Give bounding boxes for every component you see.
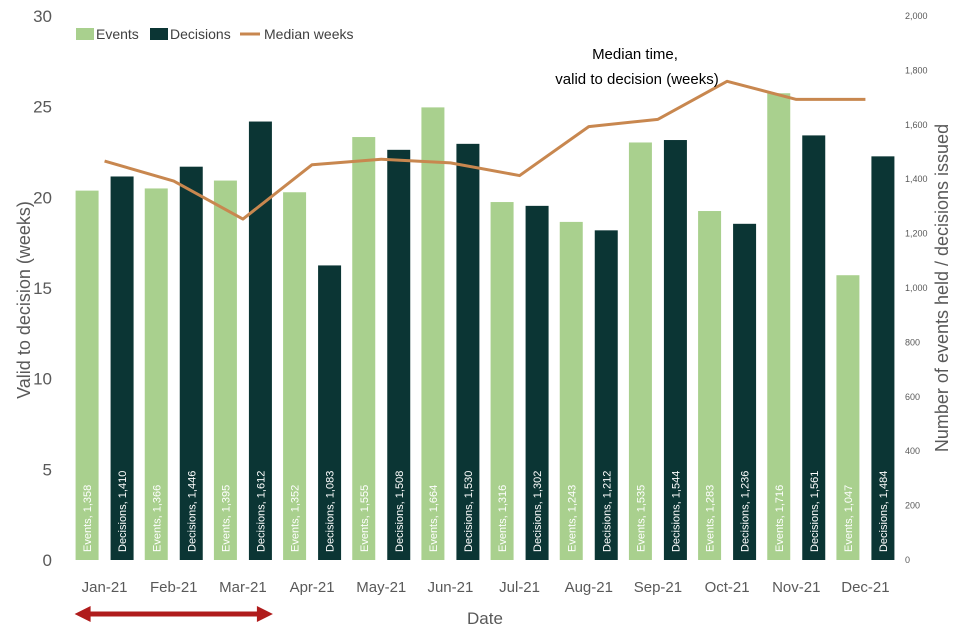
x-tick-label: Jul-21 [499,579,540,596]
bar-decisions-dec-21 [871,156,895,561]
y2-tick-label: 600 [905,392,920,402]
bar-events-dec-21 [836,275,860,560]
y-tick-label: 5 [43,460,52,479]
y2-tick-label: 1,800 [905,65,928,75]
bar-data-label: Decisions, 1,302 [532,471,544,552]
x-tick-label: May-21 [356,579,406,596]
y2-axis-title: Number of events held / decisions issued [932,124,952,452]
bar-events-sep-21 [628,142,652,561]
bar-events-feb-21 [144,188,168,560]
x-tick-label: Apr-21 [290,579,335,596]
bar-decisions-nov-21 [802,135,826,560]
x-tick-label: Aug-21 [565,579,613,596]
bar-events-jun-21 [421,107,445,560]
bar-data-label: Events, 1,535 [635,485,647,552]
x-tick-label: Feb-21 [150,579,198,596]
legend-events-label: Events [96,26,139,42]
bar-data-label: Events, 1,352 [290,485,302,552]
y2-tick-label: 200 [905,501,920,511]
annotation-line-2: valid to decision (weeks) [555,71,718,88]
bar-data-label: Decisions, 1,083 [325,471,337,552]
legend-events-swatch [76,28,94,40]
span-arrow-head-left [74,606,91,622]
bar-data-label: Decisions, 1,508 [394,471,406,552]
bar-decisions-oct-21 [733,223,757,561]
bar-data-label: Decisions, 1,612 [255,471,267,552]
bar-data-label: Decisions, 1,212 [601,471,613,552]
bar-data-label: Events, 1,395 [220,485,232,552]
bar-data-label: Events, 1,283 [705,485,717,552]
legend-decisions-swatch [150,28,168,40]
y-tick-label: 25 [33,98,52,117]
bar-decisions-apr-21 [318,265,342,560]
y-tick-label: 30 [33,7,52,26]
x-tick-label: Jun-21 [427,579,473,596]
y2-tick-label: 0 [905,555,910,565]
bar-events-jul-21 [490,202,514,560]
legend-decisions-label: Decisions [170,26,231,42]
annotation-line-1: Median time, [592,46,678,63]
bar-events-apr-21 [283,192,307,561]
bar-events-nov-21 [767,93,791,561]
bar-decisions-may-21 [387,149,411,560]
y2-tick-label: 1,000 [905,283,928,293]
y-axis-title: Valid to decision (weeks) [14,201,34,399]
bar-data-label: Events, 1,358 [82,485,94,552]
bar-decisions-feb-21 [179,166,203,561]
y2-tick-label: 2,000 [905,11,928,21]
bar-decisions-jun-21 [456,143,480,560]
bar-events-aug-21 [559,221,583,561]
bar-data-label: Events, 1,047 [843,485,855,552]
bar-data-label: Events, 1,243 [566,485,578,552]
bar-events-oct-21 [698,211,722,561]
bar-events-jan-21 [75,190,99,560]
bar-data-label: Decisions, 1,410 [117,471,129,552]
bar-data-label: Decisions, 1,561 [809,471,821,552]
bar-data-label: Events, 1,366 [151,485,163,552]
y2-tick-label: 400 [905,446,920,456]
y2-tick-label: 800 [905,337,920,347]
bar-data-label: Events, 1,664 [428,485,440,552]
bar-decisions-mar-21 [248,121,272,560]
y2-tick-label: 1,400 [905,174,928,184]
bar-decisions-jul-21 [525,205,549,560]
bar-data-label: Events, 1,316 [497,485,509,552]
x-tick-label: Nov-21 [772,579,820,596]
bar-data-label: Events, 1,555 [359,485,371,552]
bar-data-label: Decisions, 1,236 [740,471,752,552]
legend-median-label: Median weeks [264,26,354,42]
y-tick-label: 15 [33,279,52,298]
y-tick-label: 0 [43,551,52,570]
bar-decisions-jan-21 [110,176,134,561]
y2-tick-label: 1,600 [905,120,928,130]
x-tick-label: Jan-21 [82,579,128,596]
y2-tick-label: 1,200 [905,229,928,239]
median-weeks-line [104,79,866,221]
bar-events-mar-21 [213,180,237,560]
bar-data-label: Decisions, 1,484 [878,471,890,552]
bar-data-label: Decisions, 1,530 [463,471,475,552]
bar-data-label: Events, 1,716 [774,485,786,552]
x-tick-label: Mar-21 [219,579,267,596]
x-tick-label: Sep-21 [634,579,682,596]
bar-data-label: Decisions, 1,544 [670,471,682,552]
x-tick-label: Dec-21 [841,579,889,596]
span-arrow-head-right [256,606,273,622]
x-tick-label: Oct-21 [705,579,750,596]
y-tick-label: 20 [33,188,52,207]
bar-events-may-21 [352,137,376,561]
bar-decisions-sep-21 [663,140,687,561]
x-axis-title: Date [467,609,503,628]
y-tick-label: 10 [33,370,52,389]
bar-decisions-aug-21 [594,230,618,560]
bar-data-label: Decisions, 1,446 [186,471,198,552]
